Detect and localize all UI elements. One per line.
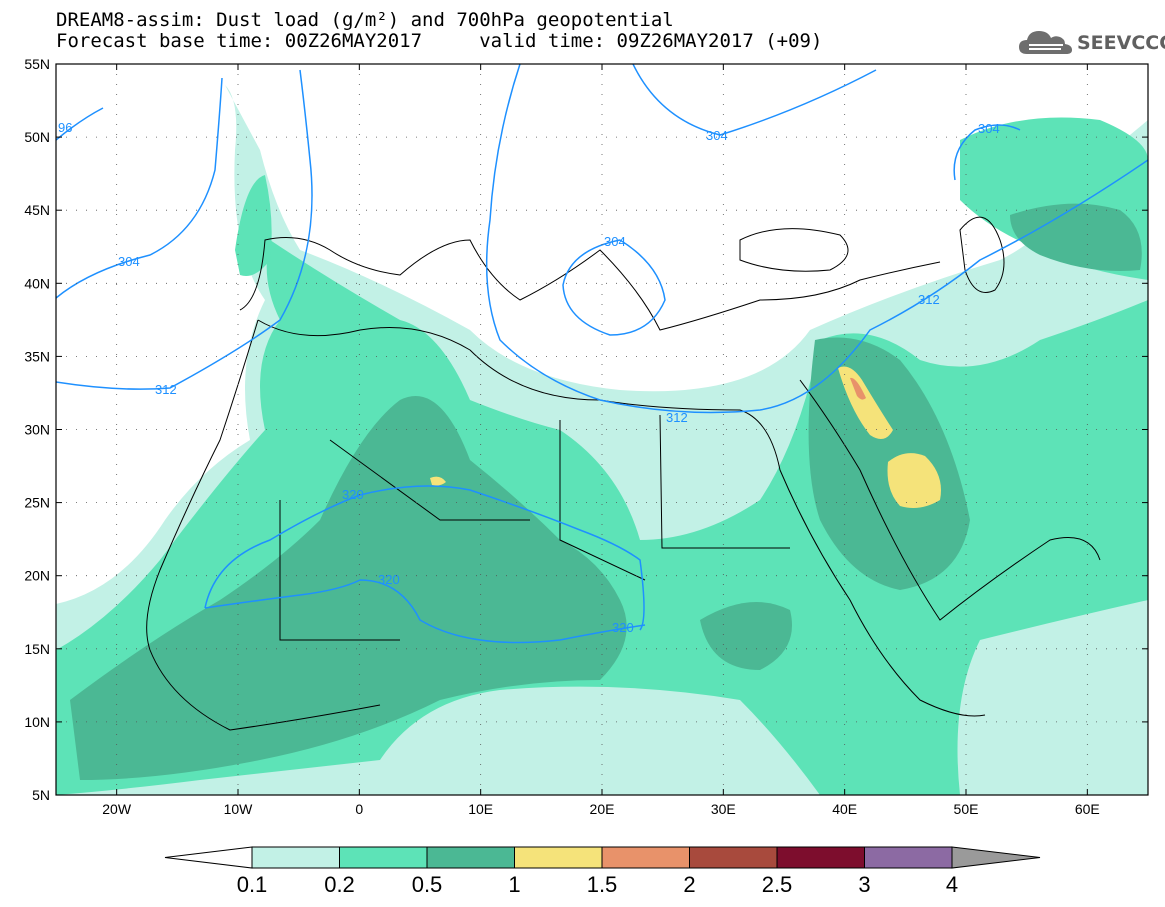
colorbar-high-arrow (951, 846, 1041, 869)
contour-304-north (632, 64, 877, 136)
forecast-time-line: Forecast base time: 00Z26MAY2017 valid t… (56, 30, 823, 52)
dust-band-1.5 (850, 377, 866, 400)
colorbar-low-arrow (164, 846, 253, 869)
dust-band-1.0-south (887, 453, 941, 508)
seevccc-logo: SEEVCCC (1017, 26, 1165, 60)
lat-label: 55N (24, 56, 50, 72)
contour-label: 320 (378, 572, 400, 587)
lat-label: 40N (24, 275, 50, 291)
coast-arabia (799, 379, 1101, 621)
dust-band-0.5-caspian (1010, 203, 1142, 271)
contour-label: 312 (155, 382, 177, 397)
border-libya (559, 420, 646, 581)
colorbar-level-label: 1.5 (586, 872, 618, 897)
border-algeria (329, 439, 530, 521)
lon-label: 30E (711, 801, 736, 817)
contour-label: 320 (342, 487, 364, 502)
colorbar-level-label: 4 (945, 872, 959, 897)
lat-label: 50N (24, 129, 50, 145)
coast-west-africa (146, 319, 381, 731)
lon-label: 20W (102, 801, 132, 817)
lat-label: 35N (24, 348, 50, 364)
contour-312-med (485, 64, 1148, 414)
border-egypt (659, 414, 790, 549)
colorbar-level-label: 2.5 (761, 872, 793, 897)
border-mali (279, 500, 400, 641)
lon-label: 50E (954, 801, 979, 817)
colorbar-level-label: 3 (858, 872, 871, 897)
colorbar-box (776, 846, 865, 869)
lat-label: 45N (24, 202, 50, 218)
contour-label: 304 (604, 234, 626, 249)
colorbar-box (514, 846, 603, 869)
lat-label: 30N (24, 422, 50, 438)
longitude-labels: 20W 10W 0 10E 20E 30E 40E 50E 60E (102, 801, 1100, 817)
dust-band-1.0 (838, 366, 893, 439)
coast-blacksea (739, 228, 849, 272)
colorbar-box (339, 846, 428, 869)
colorbar-box (426, 846, 515, 869)
dust-band-0.5-sahel (700, 602, 792, 670)
lat-label: 10N (24, 714, 50, 730)
lat-label: 5N (32, 787, 50, 803)
lon-label: 60E (1075, 801, 1100, 817)
logo-text: SEEVCCC (1077, 32, 1165, 54)
colorbar-box (601, 846, 690, 869)
graticule (56, 64, 1148, 795)
map-title: DREAM8-assim: Dust load (g/m²) and 700hP… (56, 9, 674, 31)
lon-label: 20E (590, 801, 615, 817)
contour-320-south (204, 579, 646, 644)
latitude-labels: 55N 50N 45N 40N 35N 30N 25N 20N 15N 10N 5N (24, 56, 50, 803)
contour-label: 304 (118, 254, 140, 269)
colorbar-level-label: 0.5 (411, 872, 443, 897)
axis-ticks (56, 63, 1148, 796)
colorbar (164, 846, 1041, 869)
contour-label: 304 (706, 128, 728, 143)
colorbar-box (251, 846, 340, 869)
contour-label: 320 (612, 620, 634, 635)
contour-label: 312 (918, 292, 940, 307)
coast-africa (257, 319, 986, 717)
contour-312-west (56, 69, 313, 390)
lon-label: 40E (832, 801, 857, 817)
coastlines (146, 216, 1101, 731)
contour-304-west (56, 77, 223, 299)
lat-label: 20N (24, 568, 50, 584)
lat-label: 25N (24, 495, 50, 511)
colorbar-level-label: 0.2 (324, 872, 355, 897)
contour-304-east (953, 124, 1021, 181)
lon-label: 10W (224, 801, 254, 817)
lon-label: 10E (468, 801, 493, 817)
cloud-icon (1019, 31, 1072, 54)
contour-label: 312 (666, 410, 688, 425)
contour-label: 96 (58, 120, 72, 135)
contour-304-balkan (562, 239, 666, 336)
dust-load-field (56, 85, 1148, 795)
coast-europe (239, 237, 941, 331)
contour-320-north (204, 485, 645, 631)
colorbar-box (689, 846, 778, 869)
contour-label: 304 (978, 121, 1000, 136)
contour-labels: 96 304 312 304 304 312 312 320 320 320 3… (58, 120, 1000, 635)
colorbar-level-label: 1 (508, 872, 521, 897)
dust-band-0.2-iberia (235, 175, 272, 276)
colorbar-box (864, 846, 953, 869)
colorbar-level-label: 0.1 (236, 872, 268, 897)
dust-band-1.0-sahara (430, 476, 446, 486)
lon-label: 0 (355, 801, 363, 817)
lat-label: 15N (24, 641, 50, 657)
coast-caspian (959, 216, 1005, 293)
dust-band-0.5 (70, 396, 627, 780)
geopotential-contours (56, 64, 1148, 644)
colorbar-level-label: 2 (683, 872, 696, 897)
